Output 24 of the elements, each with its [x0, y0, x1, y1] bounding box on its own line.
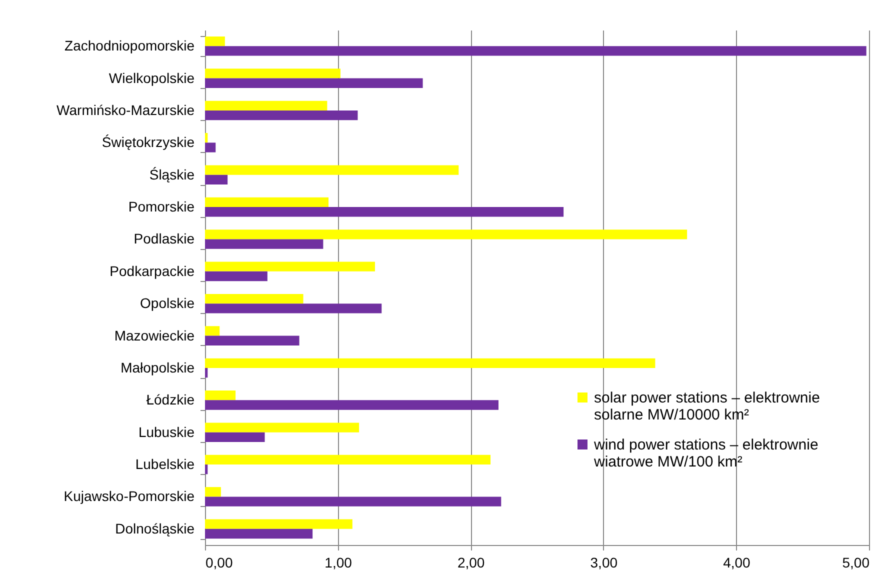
y-tick-label: Mazowieckie — [114, 327, 195, 344]
y-tick-label: Pomorskie — [128, 198, 195, 215]
y-tick-label: Dolnośląskie — [115, 520, 195, 536]
x-tick-label: 3,00 — [590, 554, 618, 570]
y-tick-label: Lubuskie — [138, 424, 195, 440]
y-tick-label: Podkarpackie — [110, 262, 195, 279]
legend-label: solar power stations – elektrownie solarne MW/10000 km² — [594, 390, 820, 424]
y-tick-label: Warmińsko-Mazurskie — [56, 102, 195, 118]
y-tick-label: Podlaskie — [134, 230, 195, 247]
y-tick-label: Opolskie — [140, 295, 195, 312]
y-tick-label: Małopolskie — [120, 359, 195, 376]
x-tick-label: 0,00 — [206, 554, 233, 570]
x-tick-label: 4,00 — [723, 554, 751, 570]
y-tick-label: Łódzkie — [146, 392, 195, 408]
y-tick-label: Zachodniopomorskie — [64, 38, 195, 54]
y-tick-label: Świętokrzyskie — [102, 134, 195, 150]
x-tick-label: 5,00 — [842, 554, 870, 570]
y-tick-label: Kujawsko-Pomorskie — [64, 488, 195, 504]
y-tick-label: Wielkopolskie — [108, 70, 195, 86]
x-tick-label: 1,00 — [324, 554, 352, 570]
x-tick-label: 2,00 — [457, 554, 485, 570]
y-tick-label: Lubelskie — [135, 456, 195, 472]
y-tick-label: Śląskie — [149, 166, 195, 182]
legend-label: wind power stations – elektrownie wiatrowe MW/100 km² — [593, 436, 818, 470]
